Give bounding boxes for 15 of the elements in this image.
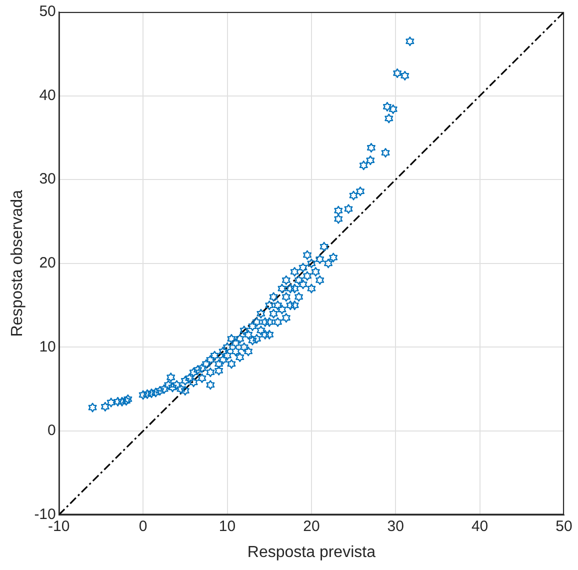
x-tick-label: 30 <box>387 518 404 535</box>
x-tick-label: 50 <box>556 518 572 535</box>
y-tick-label: -10 <box>34 506 56 523</box>
y-tick-label: 10 <box>39 338 56 356</box>
y-tick-label: 50 <box>39 3 56 20</box>
y-tick-label: 0 <box>48 422 56 440</box>
x-tick-label: 10 <box>218 518 236 535</box>
x-axis-title: Resposta prevista <box>247 544 376 561</box>
x-tick-label: 40 <box>471 518 488 535</box>
y-axis-title: Resposta observada <box>9 190 26 337</box>
x-tick-label: 20 <box>303 518 320 535</box>
x-tick-label: 0 <box>138 518 148 535</box>
y-tick-label: 40 <box>39 86 56 104</box>
y-tick-label: 20 <box>39 254 56 272</box>
y-tick-label: 30 <box>39 170 56 188</box>
